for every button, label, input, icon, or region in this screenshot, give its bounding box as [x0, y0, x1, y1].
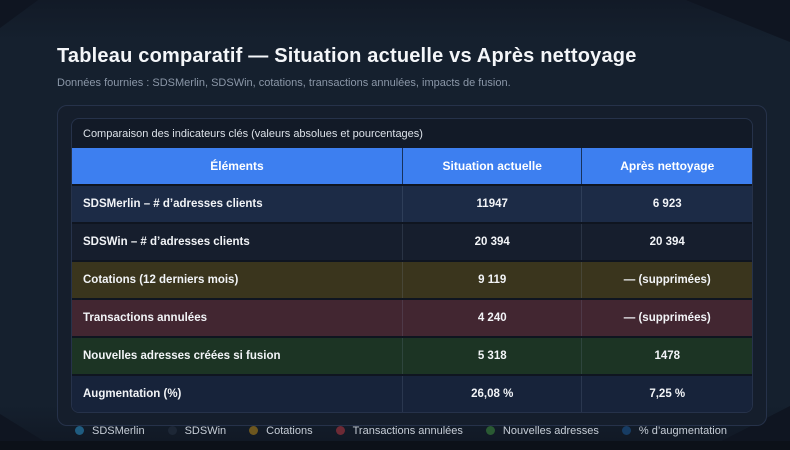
legend-dot-icon [335, 426, 345, 435]
row-label: Transactions annulées [72, 298, 403, 337]
legend-dot-icon [249, 426, 259, 435]
row-value-current: 4 240 [401, 298, 582, 337]
table-row: Augmentation (%) 26,08 % 7,25 % [72, 374, 752, 412]
page-subtitle: Données fournies : SDSMerlin, SDSWin, co… [57, 77, 511, 89]
row-label: SDSWin – # d’adresses clients [72, 222, 403, 261]
row-value-current: 5 318 [401, 336, 582, 375]
row-value-after: 1478 [581, 336, 752, 375]
row-value-current: 26,08 % [401, 374, 582, 412]
row-value-after: 7,25 % [581, 374, 752, 412]
row-value-current: 11947 [401, 184, 582, 223]
row-value-after: 20 394 [581, 222, 752, 261]
corner-shade-top-left [0, 0, 38, 28]
table-row: Cotations (12 derniers mois) 9 119— (supp… [72, 260, 752, 299]
row-value-current: 20 394 [401, 222, 582, 261]
legend-item: SDSWin [167, 424, 227, 437]
table-row: Nouvelles adresses créées si fusion 5 318… [72, 336, 752, 375]
legend-label: Transactions annulées [352, 424, 463, 437]
table-row: SDSWin – # d’adresses clients 20 394 20 39… [72, 222, 752, 261]
table-caption: Comparaison des indicateurs clés (valeur… [83, 128, 423, 140]
legend-item: Cotations [249, 424, 313, 437]
table-card: Comparaison des indicateurs clés (valeur… [71, 118, 753, 413]
legend-dot-icon [621, 426, 631, 435]
content-area: Tableau comparatif — Situation actuelle … [57, 0, 767, 437]
legend-label: Nouvelles adresses [502, 424, 599, 437]
column-header-elements: Éléments [72, 148, 403, 185]
legend-label: SDSMerlin [92, 424, 145, 437]
legend-item: SDSMerlin [75, 425, 145, 437]
legend-item: Transactions annulées [335, 424, 463, 437]
comparison-card: Comparaison des indicateurs clés (valeur… [57, 105, 767, 437]
row-value-after: — (supprimées) [581, 298, 752, 337]
comparison-table: Éléments Situation actuelle Après nettoy… [72, 148, 752, 412]
row-label: Augmentation (%) [72, 374, 403, 412]
legend-item: Nouvelles adresses [485, 424, 599, 437]
bottom-shade-band [0, 441, 790, 450]
table-row: Transactions annulées 4 240— (supprimées) [72, 298, 752, 337]
row-label: Nouvelles adresses créées si fusion [72, 336, 403, 375]
column-header-situation-actuelle: Situation actuelle [401, 148, 582, 185]
row-value-after: 6 923 [581, 184, 752, 223]
row-value-current: 9 119 [401, 260, 582, 299]
legend-label: Cotations [266, 424, 313, 437]
legend-dot-icon [167, 426, 177, 435]
legend-label: SDSWin [184, 424, 227, 437]
legend-dot-icon [485, 426, 495, 435]
row-value-after: — (supprimées) [581, 260, 752, 299]
column-header-apres-nettoyage: Après nettoyage [581, 148, 752, 185]
legend-dot-icon [75, 426, 84, 435]
row-label: SDSMerlin – # d’adresses clients [72, 184, 403, 223]
legend-label: % d’augmentation [638, 424, 727, 437]
page-title: Tableau comparatif — Situation actuelle … [57, 45, 637, 67]
legend: SDSMerlin SDSWin Cotations Transactions ann… [71, 413, 753, 448]
legend-item: % d’augmentation [621, 424, 727, 437]
table-row: SDSMerlin – # d’adresses clients 11947 6 9… [72, 184, 752, 223]
row-label: Cotations (12 derniers mois) [72, 260, 403, 299]
table-header-row: Éléments Situation actuelle Après nettoy… [72, 148, 752, 185]
